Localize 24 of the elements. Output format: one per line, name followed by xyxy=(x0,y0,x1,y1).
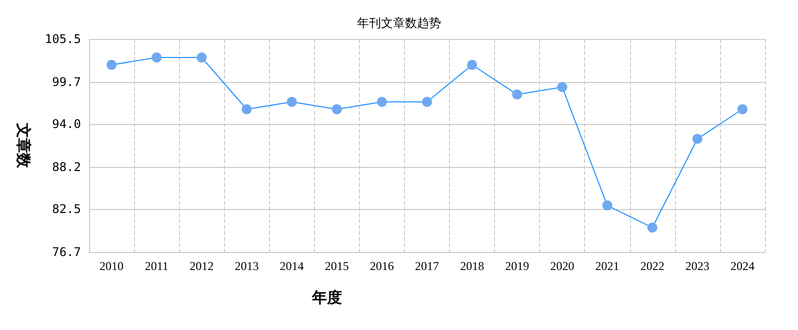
x-tick-label: 2023 xyxy=(685,259,710,273)
y-tick-label: 105.5 xyxy=(44,32,81,46)
x-tick-label: 2022 xyxy=(640,259,664,273)
x-tick-label: 2014 xyxy=(280,259,304,273)
y-tick-label: 88.2 xyxy=(52,160,81,174)
y-axis-title: 文章数 xyxy=(14,122,32,169)
x-tick-label: 2020 xyxy=(550,259,574,273)
x-tick-label: 2015 xyxy=(324,259,349,273)
x-tick-label: 2011 xyxy=(144,259,168,273)
x-tick-label: 2012 xyxy=(190,259,214,273)
x-axis-title: 年度 xyxy=(311,288,342,306)
x-tick-label: 2019 xyxy=(505,259,530,273)
y-tick-label: 94.0 xyxy=(52,117,81,132)
x-tick-label: 2024 xyxy=(730,259,754,273)
x-tick-label: 2018 xyxy=(460,259,484,273)
y-tick-label: 76.7 xyxy=(52,245,81,259)
x-tick-label: 2010 xyxy=(100,259,124,273)
y-tick-label: 99.7 xyxy=(52,74,81,89)
x-tick-label: 2021 xyxy=(595,259,620,273)
x-tick-label: 2017 xyxy=(415,259,439,273)
chart-title: 年刊文章数趋势 xyxy=(357,16,441,30)
y-tick-label: 82.5 xyxy=(52,202,81,216)
x-tick-label: 2013 xyxy=(234,259,259,273)
x-tick-label: 2016 xyxy=(370,259,394,273)
